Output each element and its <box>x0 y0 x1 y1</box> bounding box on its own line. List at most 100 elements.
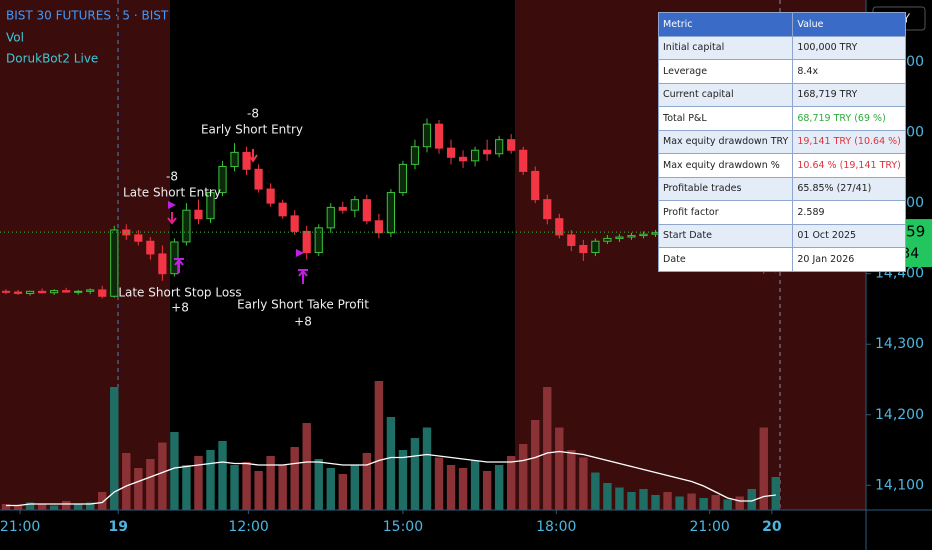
volume-bar <box>218 441 227 510</box>
table-row: Max equity drawdown TRY 19,141 TRY (10.64… <box>657 129 906 154</box>
volume-bar <box>230 465 239 510</box>
candle-body <box>507 139 516 151</box>
table-row: Profitable trades 65.85% (27/41) <box>657 176 906 201</box>
entry-marker <box>168 201 176 209</box>
table-row: Initial capital 100,000 TRY <box>657 35 906 60</box>
table-row: Total P&L 68,719 TRY (69 %) <box>657 106 906 131</box>
candle-body <box>458 156 468 162</box>
volume-bar <box>13 505 23 510</box>
volume-bar <box>242 462 251 510</box>
trade-annotation: Late Short Stop Loss <box>118 286 241 300</box>
volume-bar <box>543 387 552 510</box>
candle-body <box>242 151 251 170</box>
candle-body <box>350 199 359 211</box>
table-cell: 65.85% (27/41) <box>792 176 906 201</box>
table-header-cell: Value <box>792 12 906 37</box>
volume-bar <box>338 474 348 510</box>
candle-body <box>434 123 444 149</box>
x-tick-label: 21:00 <box>689 519 729 535</box>
candle-body <box>98 289 107 297</box>
table-cell: 19,141 TRY (10.64 %) <box>792 129 906 154</box>
candle-body <box>567 234 576 246</box>
volume-bar <box>639 489 648 510</box>
candle-body <box>182 209 191 243</box>
volume-bar <box>506 456 516 510</box>
table-cell: Start Date <box>657 223 794 248</box>
table-cell: 8.4x <box>792 59 906 84</box>
candle-body <box>386 192 396 234</box>
volume-bar <box>98 492 107 510</box>
candle-body <box>615 236 624 239</box>
volume-bar <box>302 423 311 510</box>
volume-bar <box>627 492 636 510</box>
x-tick-label: 21:00 <box>0 519 40 535</box>
volume-bar <box>458 468 468 510</box>
volume-bar <box>615 487 624 510</box>
entry-arrow <box>248 149 258 163</box>
table-cell: Max equity drawdown TRY <box>657 129 794 154</box>
chart-title: BIST 30 FUTURES · 5 · BIST <box>6 9 169 23</box>
volume-bar <box>470 460 480 510</box>
table-row: Profit factor 2.589 <box>657 200 906 225</box>
volume-bar <box>350 465 360 510</box>
candle-body <box>290 215 299 232</box>
exit-marker <box>296 249 304 257</box>
stop-arrow <box>174 258 184 273</box>
volume-bar <box>134 468 143 510</box>
volume-bar <box>651 495 660 510</box>
table-cell: 100,000 TRY <box>792 35 906 60</box>
candle-body <box>531 170 540 201</box>
candle-body <box>218 165 227 194</box>
candle-body <box>110 229 119 297</box>
candle-body <box>627 235 636 238</box>
table-cell: Total P&L <box>657 106 794 131</box>
volume-bar <box>254 471 263 510</box>
trade-markers <box>167 149 308 284</box>
table-cell: Current capital <box>657 82 794 107</box>
volume-bar <box>446 465 456 510</box>
table-cell: Initial capital <box>657 35 794 60</box>
trade-annotation: -8 <box>166 170 178 184</box>
candle-body <box>422 123 432 148</box>
candle-body <box>314 227 323 254</box>
candle-body <box>603 237 612 242</box>
volume-bar <box>85 502 95 510</box>
volume-bar <box>699 498 708 510</box>
candle-body <box>122 229 131 236</box>
table-row: Max equity drawdown % 10.64 % (19,141 TRY… <box>657 153 906 178</box>
candle-body <box>266 188 275 204</box>
trade-annotation: Late Short Entry <box>123 186 221 200</box>
x-tick-label: 20 <box>762 519 782 535</box>
volume-pane <box>1 381 781 510</box>
x-tick-label: 12:00 <box>228 519 268 535</box>
volume-bar <box>711 495 720 510</box>
y-tick-label: 14,300 <box>875 336 924 352</box>
candle-body <box>206 192 215 220</box>
candle-body <box>37 290 47 294</box>
candle-body <box>74 290 83 293</box>
volume-bar <box>567 450 576 510</box>
volume-bar <box>49 505 59 510</box>
candle-body <box>146 240 155 255</box>
candle-body <box>591 240 600 254</box>
volume-bar <box>1 504 11 510</box>
candle-body <box>86 289 95 292</box>
candle-body <box>555 218 564 236</box>
table-cell: Max equity drawdown % <box>657 153 794 178</box>
volume-bar <box>158 442 167 510</box>
volume-bar <box>410 438 420 510</box>
indicator-label: Vol <box>6 31 24 45</box>
volume-bar <box>73 504 83 510</box>
table-cell: 20 Jan 2026 <box>792 247 906 272</box>
volume-bar <box>735 496 744 510</box>
table-cell: Leverage <box>657 59 794 84</box>
trade-annotation: -8 <box>247 107 259 121</box>
candle-body <box>470 149 480 162</box>
candle-body <box>13 291 23 294</box>
volume-bar <box>747 489 756 510</box>
volume-bar <box>386 417 396 510</box>
table-cell: 2.589 <box>792 200 906 225</box>
volume-bar <box>434 457 444 510</box>
candle-body <box>25 290 35 294</box>
